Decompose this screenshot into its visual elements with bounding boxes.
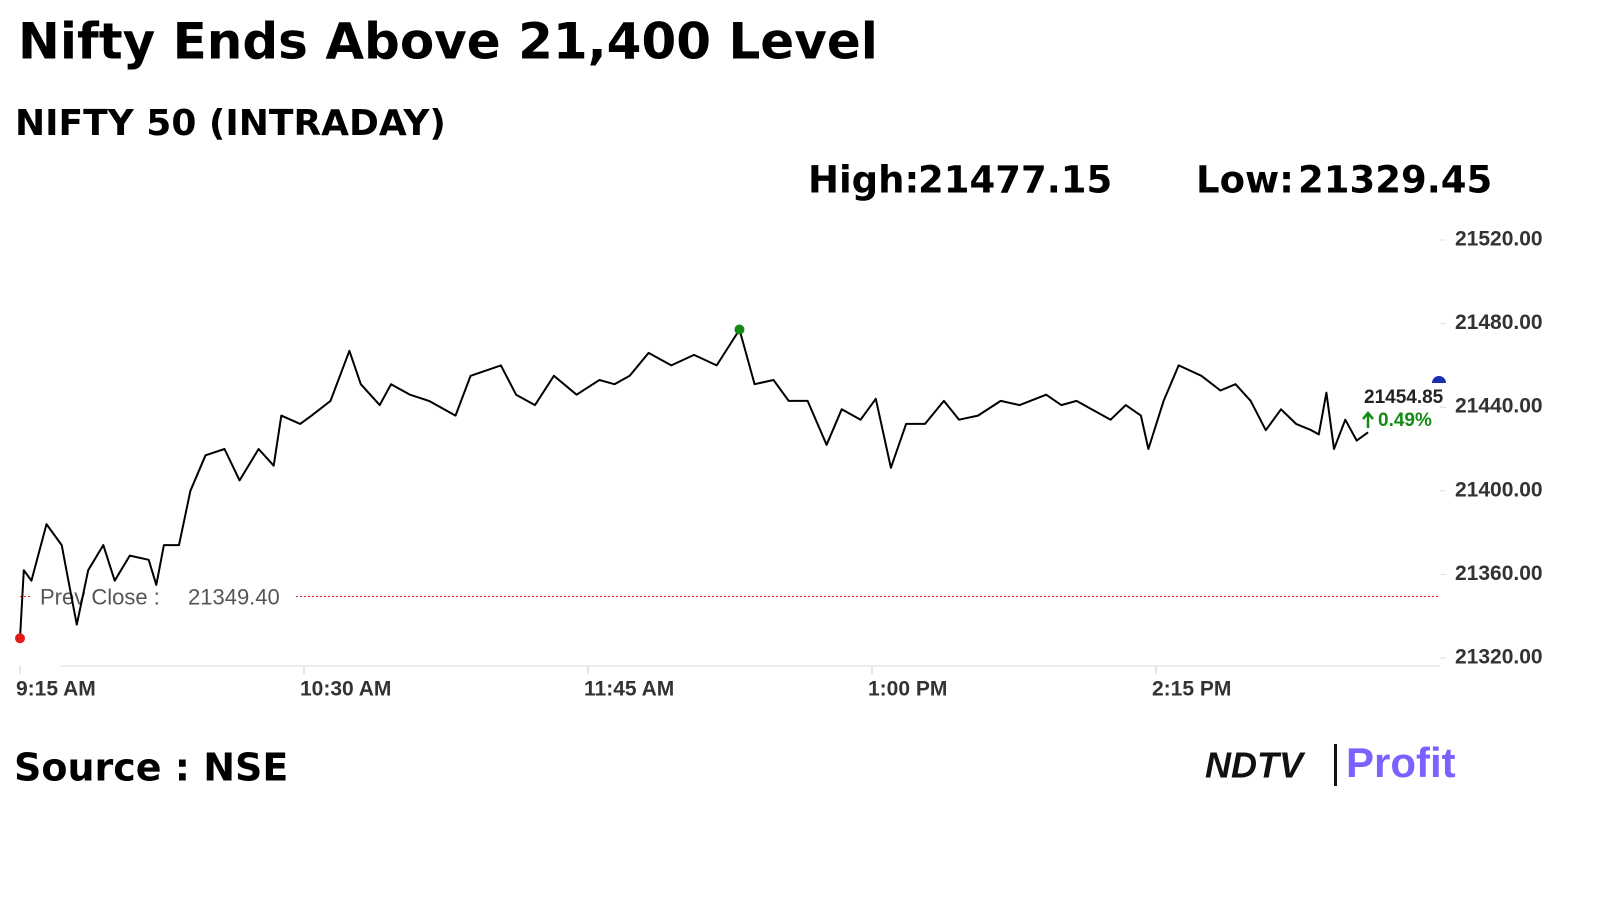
up-arrow — [1362, 411, 1374, 428]
x-tick-label: 1:00 PM — [868, 678, 947, 701]
high-marker — [734, 324, 745, 335]
y-tick-label: 21520.00 — [1455, 228, 1543, 251]
low-marker — [15, 633, 25, 644]
low-value: 21329.45 — [1298, 159, 1492, 202]
logo-profit: Profit — [1346, 739, 1456, 786]
x-tick-label: 9:15 AM — [16, 678, 96, 701]
chart-title: Nifty Ends Above 21,400 Level — [18, 13, 878, 71]
last-price: 21454.85 — [1364, 387, 1444, 408]
y-tick-label: 21480.00 — [1455, 311, 1543, 334]
prev-close-label: Prev Close : — [40, 584, 160, 609]
y-tick-label: 21400.00 — [1455, 478, 1543, 501]
logo-divider — [1334, 744, 1337, 786]
high-label: High: — [808, 159, 919, 202]
source: Source : NSE — [14, 746, 288, 790]
low-label: Low: — [1196, 159, 1294, 202]
marker-decoration — [1432, 376, 1446, 383]
x-tick-label: 2:15 PM — [1152, 678, 1231, 701]
chart-subtitle: NIFTY 50 (INTRADAY) — [15, 103, 446, 144]
change-percent: 0.49% — [1378, 410, 1432, 431]
x-tick-label: 10:30 AM — [300, 678, 391, 701]
y-tick-label: 21440.00 — [1455, 395, 1543, 418]
high-value: 21477.15 — [918, 159, 1112, 202]
logo-ndtv: NDTV — [1205, 745, 1306, 786]
y-tick-label: 21360.00 — [1455, 562, 1543, 585]
prev-close-bg — [32, 582, 294, 611]
x-tick-label: 11:45 AM — [584, 678, 674, 701]
price-line — [19, 328, 1369, 639]
prev-close-value: 21349.40 — [188, 584, 280, 609]
y-tick-label: 21320.00 — [1455, 646, 1543, 669]
